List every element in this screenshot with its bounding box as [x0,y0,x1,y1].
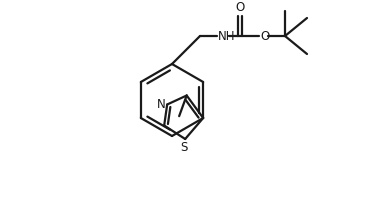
Text: NH: NH [218,29,235,43]
Text: O: O [260,29,269,43]
Text: S: S [180,141,188,154]
Text: N: N [156,98,165,111]
Text: O: O [235,1,245,14]
